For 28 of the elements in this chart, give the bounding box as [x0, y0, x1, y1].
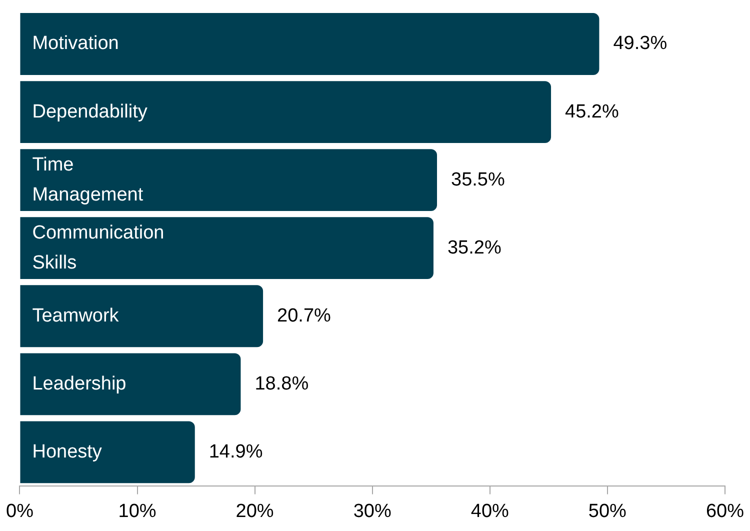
- y-tick-label: Dependability: [32, 101, 148, 122]
- x-tick-label: 20%: [236, 500, 274, 522]
- y-tick-label: Teamwork: [32, 305, 120, 326]
- bar: [20, 81, 552, 143]
- x-tick-label: 40%: [470, 500, 510, 522]
- data-label: 20.7%: [277, 305, 332, 326]
- data-label: 35.2%: [447, 237, 502, 258]
- bar: [20, 149, 438, 212]
- data-label: 49.3%: [613, 33, 668, 54]
- x-tick-label: 60%: [706, 500, 744, 522]
- data-label: 45.2%: [565, 101, 620, 122]
- y-tick-label: Honesty: [32, 441, 102, 462]
- data-label: 18.8%: [254, 373, 309, 394]
- bar: [20, 13, 600, 75]
- y-tick-label: Leadership: [32, 373, 126, 394]
- bar: [20, 285, 264, 348]
- bar: [20, 421, 195, 484]
- x-tick-label: 30%: [353, 500, 392, 522]
- x-tick-label: 0%: [6, 500, 34, 522]
- bar: [20, 353, 241, 416]
- y-tick-label: Motivation: [32, 33, 119, 54]
- data-label: 35.5%: [451, 169, 505, 190]
- data-label: 14.9%: [208, 441, 263, 462]
- bar: [20, 217, 434, 280]
- x-tick-label: 50%: [588, 500, 627, 522]
- y-tick-label: Time Management: [32, 154, 144, 206]
- y-tick-label: Communication Skills: [32, 222, 164, 274]
- x-tick-label: 10%: [118, 500, 156, 522]
